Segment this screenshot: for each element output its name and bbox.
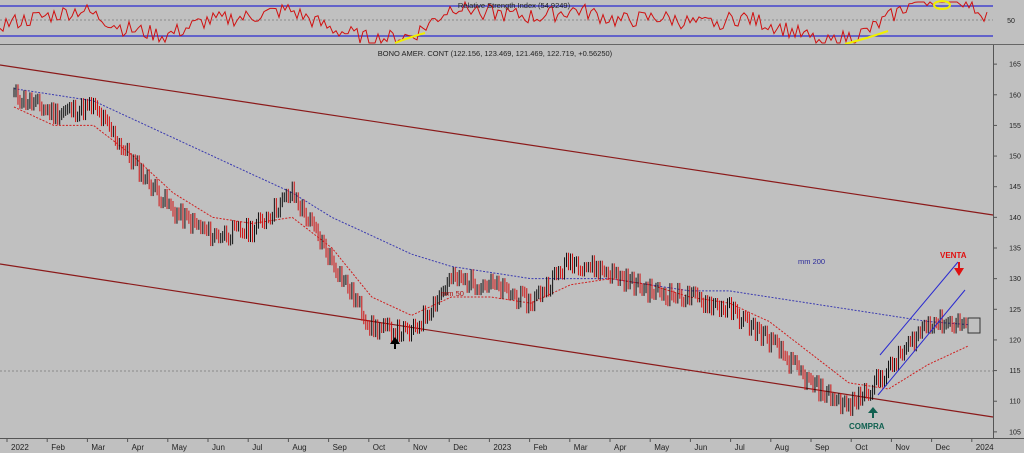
mm200-label: mm 200 (798, 257, 825, 266)
x-tick-label: Nov (413, 443, 427, 452)
rsi-panel: Relative Strength Index (54.9249) 50 (0, 0, 1015, 45)
y-tick-label: 105 (1009, 429, 1021, 436)
x-tick-label: Jul (252, 443, 262, 452)
price-x-axis: 2022 Feb Mar Apr May Jun Jul Aug Sep Oct Nov Dec 202… (6, 438, 994, 452)
price-bars (13, 84, 969, 416)
venta-label: VENTA (940, 251, 967, 260)
compra-label: COMPRA (849, 422, 885, 431)
buy-arrow-icon (390, 337, 400, 349)
rsi-highlight-right (844, 30, 889, 45)
y-tick-label: 165 (1009, 62, 1021, 69)
mm50-label: mm 50 (441, 289, 464, 298)
rsi-tick-50: 50 (1007, 18, 1015, 25)
x-tick-label: Apr (614, 443, 627, 452)
x-tick-label: 2023 (493, 443, 511, 452)
last-price-marker (967, 317, 981, 334)
y-tick-label: 135 (1009, 246, 1021, 253)
x-tick-label: Aug (775, 443, 789, 452)
rsi-title: Relative Strength Index (54.9249) (458, 1, 571, 10)
mm200-line (13, 88, 969, 326)
x-tick-label: Feb (51, 443, 65, 452)
rsi-line (0, 0, 988, 45)
x-tick-label: Sep (815, 443, 830, 452)
trend-channel-upper (879, 261, 959, 356)
y-tick-label: 160 (1009, 92, 1021, 99)
y-tick-label: 110 (1009, 399, 1020, 406)
x-tick-label: Apr (132, 443, 145, 452)
compra-arrow-icon (868, 407, 878, 418)
x-tick-label: Mar (91, 443, 105, 452)
y-tick-label: 125 (1009, 307, 1021, 314)
y-tick-label: 115 (1009, 368, 1020, 375)
x-tick-label: Oct (855, 443, 868, 452)
y-tick-label: 155 (1009, 123, 1021, 130)
x-tick-label: Jun (212, 443, 225, 452)
mm50-line (13, 106, 969, 390)
y-tick-label: 140 (1009, 215, 1021, 222)
trend-channel-lower (877, 289, 966, 396)
y-tick-label: 145 (1009, 184, 1021, 191)
upper-channel-line (0, 64, 994, 216)
y-tick-label: 150 (1009, 154, 1021, 161)
x-tick-label: Jun (694, 443, 707, 452)
y-tick-label: 130 (1009, 276, 1021, 283)
x-tick-label: Jul (735, 443, 745, 452)
x-tick-label: 2022 (11, 443, 29, 452)
y-tick-label: 120 (1009, 337, 1021, 344)
venta-arrow-icon (954, 262, 964, 276)
x-tick-label: Feb (534, 443, 548, 452)
x-tick-label: Dec (453, 443, 467, 452)
x-tick-label: Nov (895, 443, 909, 452)
x-tick-label: May (654, 443, 669, 452)
x-tick-label: Mar (574, 443, 588, 452)
rsi-highlight-left (394, 32, 426, 44)
x-tick-label: Aug (292, 443, 306, 452)
price-title: BONO AMER. CONT (122.156, 123.469, 121.4… (378, 49, 613, 58)
x-tick-label: Sep (333, 443, 348, 452)
lower-channel-line (0, 263, 994, 418)
rsi-highlight-ellipse (933, 0, 951, 10)
x-tick-label: 2024 (976, 443, 994, 452)
x-tick-label: Oct (373, 443, 386, 452)
price-y-axis: 165 160 155 150 145 140 135 130 125 120 115 110 105 (993, 62, 1021, 436)
x-tick-label: Dec (936, 443, 950, 452)
x-tick-label: May (172, 443, 187, 452)
